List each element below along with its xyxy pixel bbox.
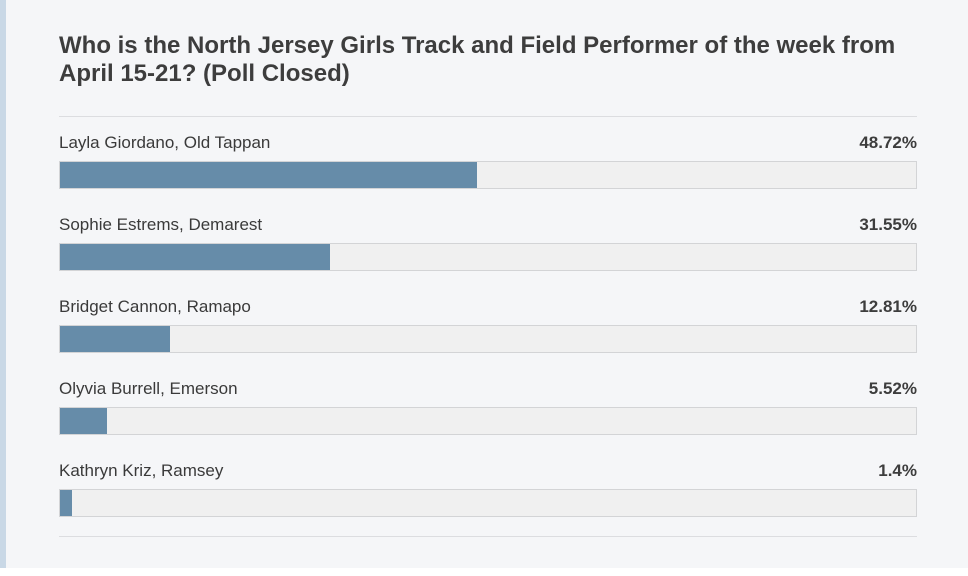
option-percent: 5.52% <box>868 379 917 398</box>
top-divider <box>59 116 917 117</box>
option-label: Olyvia Burrell, Emerson <box>59 379 238 398</box>
result-bar-fill <box>60 408 108 434</box>
result-bar-fill <box>60 326 170 352</box>
option-label: Layla Giordano, Old Tappan <box>59 133 271 152</box>
poll-title: Who is the North Jersey Girls Track and … <box>59 32 896 87</box>
result-bar-track <box>59 407 917 435</box>
option-label: Bridget Cannon, Ramapo <box>59 297 251 316</box>
result-bar-track <box>59 161 917 189</box>
result-bar-fill <box>60 490 72 516</box>
result-bar-track <box>59 243 917 271</box>
result-bar-fill <box>60 244 331 270</box>
option-percent: 31.55% <box>859 215 917 234</box>
result-bar-track <box>59 489 917 517</box>
accent-strip <box>0 0 6 568</box>
option-percent: 48.72% <box>859 133 917 152</box>
result-bar-fill <box>60 162 478 188</box>
bottom-divider <box>59 536 917 537</box>
option-percent: 12.81% <box>859 297 917 316</box>
option-label: Kathryn Kriz, Ramsey <box>59 461 224 480</box>
option-percent: 1.4% <box>878 461 917 480</box>
option-label: Sophie Estrems, Demarest <box>59 215 263 234</box>
result-bar-track <box>59 325 917 353</box>
